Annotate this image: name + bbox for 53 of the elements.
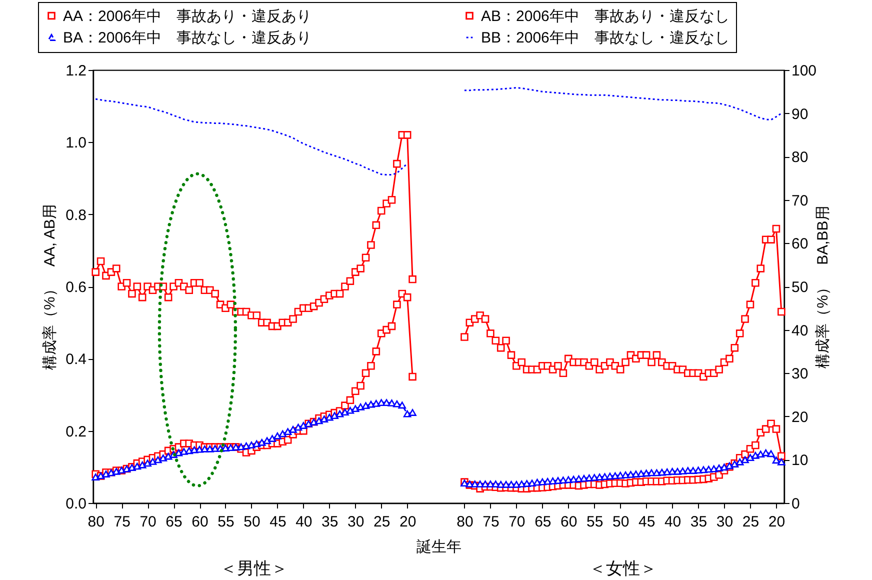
y-tick-label: 0.4 bbox=[66, 351, 86, 368]
x-tick-label: 70 bbox=[140, 514, 156, 530]
x-tick-label: 75 bbox=[482, 514, 500, 530]
legend-label: BB：2006年中 事故なし・違反なし bbox=[481, 30, 730, 46]
x-tick-label: 35 bbox=[322, 514, 338, 530]
y-tick-label: 1.0 bbox=[66, 134, 86, 152]
x-tick-label: 25 bbox=[742, 514, 760, 530]
y-tick-label: 0.6 bbox=[66, 279, 86, 296]
x-tick-label: 55 bbox=[218, 514, 234, 530]
legend-label: AA：2006年中 事故あり・違反あり bbox=[63, 8, 312, 25]
x-tick-label: 65 bbox=[534, 514, 552, 530]
x-tick-label: 50 bbox=[244, 514, 260, 530]
x-tick-label: 55 bbox=[586, 514, 604, 530]
y2-tick-label: 40 bbox=[792, 322, 808, 340]
y-tick-label: 0.2 bbox=[66, 423, 86, 440]
x-tick-label: 35 bbox=[690, 514, 708, 530]
y2-tick-label: 20 bbox=[792, 408, 808, 426]
y2-tick-label: 10 bbox=[792, 452, 808, 470]
x-tick-label: 50 bbox=[612, 514, 630, 530]
y-tick-label: 1.2 bbox=[66, 62, 86, 80]
x-tick-label: 20 bbox=[768, 514, 786, 530]
x-axis-title: 誕生年 bbox=[416, 538, 462, 556]
y2-tick-label: 0 bbox=[792, 496, 800, 512]
y-axis-title: 構成率（%） AA, AB用 bbox=[42, 204, 59, 370]
legend-label: AB：2006年中 事故あり・違反なし bbox=[481, 8, 730, 25]
x-tick-label: 30 bbox=[348, 514, 364, 530]
x-tick-label: 60 bbox=[560, 514, 578, 530]
x-tick-label: 25 bbox=[374, 514, 390, 530]
text: ＜男性＞ bbox=[220, 559, 288, 578]
y2-tick-label: 80 bbox=[792, 149, 808, 166]
y2-tick-label: 70 bbox=[792, 192, 808, 210]
y2-tick-label: 30 bbox=[792, 366, 808, 383]
x-tick-label: 70 bbox=[508, 514, 526, 530]
x-tick-label: 45 bbox=[638, 514, 656, 530]
x-tick-label: 40 bbox=[296, 514, 312, 530]
text: ＜女性＞ bbox=[588, 559, 657, 578]
y2-axis-title: 構成率（%） BA,BB用 bbox=[814, 206, 832, 368]
x-tick-label: 65 bbox=[166, 514, 182, 530]
y2-tick-label: 90 bbox=[792, 106, 808, 123]
legend-label: BA：2006年中 事故なし・違反あり bbox=[63, 30, 312, 46]
x-tick-label: 60 bbox=[192, 514, 208, 530]
x-tick-label: 45 bbox=[270, 514, 286, 530]
x-tick-label: 80 bbox=[88, 514, 104, 530]
y2-tick-label: 100 bbox=[792, 62, 817, 80]
x-tick-label: 80 bbox=[456, 514, 474, 530]
x-tick-label: 30 bbox=[716, 514, 734, 530]
y2-tick-label: 60 bbox=[792, 236, 808, 253]
y2-tick-label: 50 bbox=[792, 279, 808, 296]
x-tick-label: 40 bbox=[664, 514, 682, 530]
y-tick-label: 0.8 bbox=[66, 206, 86, 224]
y-tick-label: 0.0 bbox=[66, 496, 86, 512]
x-tick-label: 20 bbox=[399, 514, 416, 530]
x-tick-label: 75 bbox=[114, 514, 130, 530]
